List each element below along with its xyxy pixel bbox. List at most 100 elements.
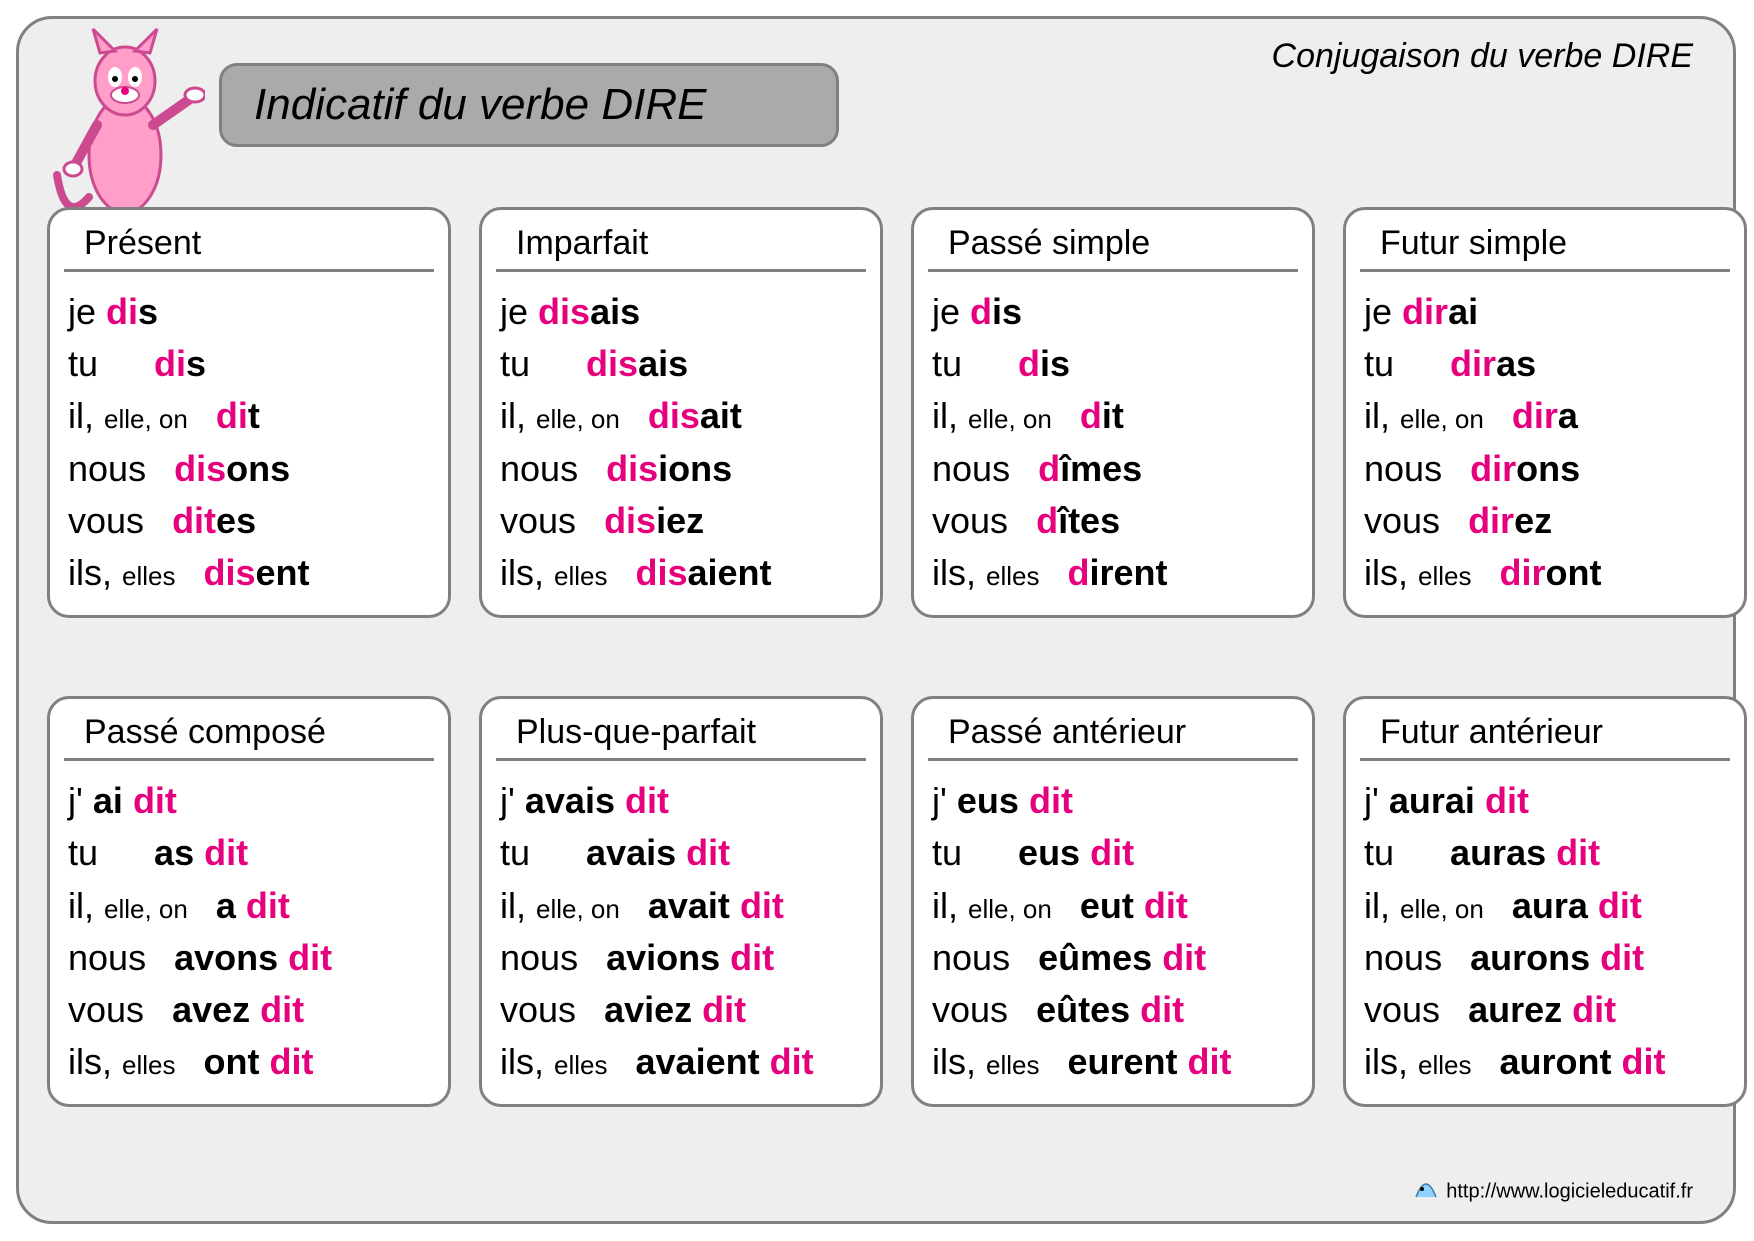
conjugation-line: nous dîmes xyxy=(932,443,1294,495)
pronoun: vous xyxy=(1364,500,1440,541)
tense-header: Futur simple xyxy=(1360,218,1730,272)
verb-ending: îtes xyxy=(1058,500,1120,541)
conjugation-line: il, elle, on dira xyxy=(1364,390,1726,442)
verb-ending: a xyxy=(1558,395,1578,436)
pronoun: tu xyxy=(500,343,530,384)
conjugation-line: nous avons dit xyxy=(68,932,430,984)
auxiliary: aurez xyxy=(1468,989,1562,1030)
pronoun: vous xyxy=(68,989,144,1030)
conjugation-line: j' aurai dit xyxy=(1364,775,1726,827)
past-participle: dit xyxy=(740,885,784,926)
conjugation-line: ils, elles eurent dit xyxy=(932,1036,1294,1088)
main-title-box: Indicatif du verbe DIRE xyxy=(219,63,839,147)
conjugation-line: vous dîtes xyxy=(932,495,1294,547)
footer-link[interactable]: http://www.logicieleducatif.fr xyxy=(1412,1177,1693,1207)
past-participle: dit xyxy=(1188,1041,1232,1082)
page-top-title: Conjugaison du verbe DIRE xyxy=(1272,37,1693,76)
verb-stem: dis xyxy=(636,552,688,593)
pronoun: tu xyxy=(68,343,98,384)
verb-ending: irent xyxy=(1090,552,1168,593)
past-participle: dit xyxy=(625,780,669,821)
conjugation-line: il, elle, on disait xyxy=(500,390,862,442)
auxiliary: aurons xyxy=(1470,937,1590,978)
pronoun: tu xyxy=(68,832,98,873)
past-participle: dit xyxy=(1090,832,1134,873)
auxiliary: aurai xyxy=(1389,780,1475,821)
past-participle: dit xyxy=(288,937,332,978)
pronoun: nous xyxy=(932,937,1010,978)
past-participle: dit xyxy=(1029,780,1073,821)
pronoun: il, elle, on xyxy=(500,395,620,436)
tense-header: Passé simple xyxy=(928,218,1298,272)
verb-stem: dis xyxy=(586,343,638,384)
conjugation-line: j' avais dit xyxy=(500,775,862,827)
pronoun: ils, elles xyxy=(1364,1041,1471,1082)
conjugation-line: ils, elles auront dit xyxy=(1364,1036,1726,1088)
verb-ending: is xyxy=(1040,343,1070,384)
conjugation-line: il, elle, on dit xyxy=(68,390,430,442)
tense-card: Futur antérieurj' aurai dittu auras diti… xyxy=(1343,696,1747,1107)
pronoun: ils, elles xyxy=(68,1041,175,1082)
auxiliary: avons xyxy=(174,937,278,978)
auxiliary: aura xyxy=(1512,885,1588,926)
pronoun: ils, elles xyxy=(68,552,175,593)
tense-grid: Présentje distu disil, elle, on ditnous … xyxy=(47,207,1747,1107)
verb-ending: es xyxy=(216,500,256,541)
conjugation-line: vous aurez dit xyxy=(1364,984,1726,1036)
conjugation-line: je dis xyxy=(932,286,1294,338)
pronoun: ils, elles xyxy=(500,1041,607,1082)
verb-stem: dis xyxy=(204,552,256,593)
pronoun: tu xyxy=(500,832,530,873)
pronoun: il, elle, on xyxy=(1364,885,1484,926)
conjugation-line: vous disiez xyxy=(500,495,862,547)
verb-stem: d xyxy=(1080,395,1102,436)
pronoun: tu xyxy=(932,832,962,873)
conjugation-line: vous dites xyxy=(68,495,430,547)
auxiliary: auront xyxy=(1500,1041,1612,1082)
verb-ending: s xyxy=(138,291,158,332)
page-frame: Conjugaison du verbe DIRE Indicatif du v… xyxy=(16,16,1736,1224)
verb-ending: iez xyxy=(656,500,704,541)
verb-stem: d xyxy=(1036,500,1058,541)
conjugation-line: nous disions xyxy=(500,443,862,495)
past-participle: dit xyxy=(1162,937,1206,978)
verb-stem: dir xyxy=(1500,552,1546,593)
verb-stem: di xyxy=(106,291,138,332)
past-participle: dit xyxy=(730,937,774,978)
tense-card: Passé antérieurj' eus dittu eus ditil, e… xyxy=(911,696,1315,1107)
pronoun: ils, elles xyxy=(932,1041,1039,1082)
tense-header: Imparfait xyxy=(496,218,866,272)
verb-stem: d xyxy=(1038,448,1060,489)
verb-ending: is xyxy=(992,291,1022,332)
conjugation-line: il, elle, on avait dit xyxy=(500,880,862,932)
pronoun: j' xyxy=(1364,780,1379,821)
tense-header: Passé composé xyxy=(64,707,434,761)
pronoun: j' xyxy=(500,780,515,821)
pronoun: il, elle, on xyxy=(932,885,1052,926)
conjugation-line: tu disais xyxy=(500,338,862,390)
auxiliary: avais xyxy=(525,780,615,821)
pronoun: vous xyxy=(1364,989,1440,1030)
tense-header: Présent xyxy=(64,218,434,272)
auxiliary: avaient xyxy=(636,1041,760,1082)
auxiliary: as xyxy=(154,832,194,873)
pronoun: ils, elles xyxy=(932,552,1039,593)
auxiliary: ai xyxy=(93,780,123,821)
auxiliary: eut xyxy=(1080,885,1134,926)
verb-ending: ions xyxy=(658,448,732,489)
pronoun: tu xyxy=(1364,832,1394,873)
conjugation-line: je dis xyxy=(68,286,430,338)
past-participle: dit xyxy=(686,832,730,873)
conjugation-line: tu dis xyxy=(932,338,1294,390)
conjugation-line: vous aviez dit xyxy=(500,984,862,1036)
pronoun: il, elle, on xyxy=(500,885,620,926)
auxiliary: avions xyxy=(606,937,720,978)
auxiliary: auras xyxy=(1450,832,1546,873)
conjugation-line: j' ai dit xyxy=(68,775,430,827)
verb-ending: s xyxy=(186,343,206,384)
past-participle: dit xyxy=(1485,780,1529,821)
conjugation-line: nous avions dit xyxy=(500,932,862,984)
pronoun: il, elle, on xyxy=(68,395,188,436)
past-participle: dit xyxy=(1600,937,1644,978)
conjugation-line: ils, elles avaient dit xyxy=(500,1036,862,1088)
